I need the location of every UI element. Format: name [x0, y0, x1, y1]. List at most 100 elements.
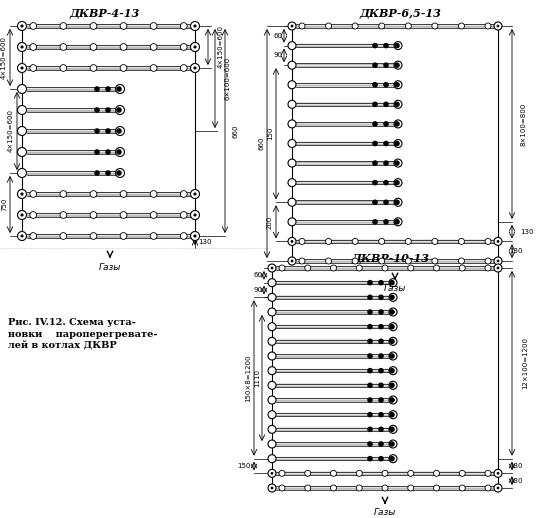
FancyBboxPatch shape — [27, 45, 190, 49]
Circle shape — [180, 233, 187, 239]
Circle shape — [288, 100, 296, 108]
Circle shape — [389, 280, 395, 285]
Circle shape — [290, 24, 294, 27]
Circle shape — [378, 339, 384, 344]
Circle shape — [434, 485, 440, 491]
Circle shape — [326, 238, 332, 244]
Circle shape — [331, 485, 336, 491]
Circle shape — [268, 425, 276, 434]
Circle shape — [288, 237, 296, 246]
FancyBboxPatch shape — [27, 129, 116, 133]
Circle shape — [105, 149, 111, 155]
Circle shape — [383, 219, 389, 225]
FancyBboxPatch shape — [27, 171, 116, 175]
Circle shape — [18, 148, 27, 156]
Circle shape — [394, 159, 402, 167]
Circle shape — [288, 81, 296, 89]
Circle shape — [372, 141, 378, 146]
Circle shape — [190, 42, 200, 51]
Circle shape — [383, 121, 389, 127]
Circle shape — [90, 44, 97, 50]
FancyBboxPatch shape — [276, 398, 389, 402]
Circle shape — [389, 324, 395, 329]
Circle shape — [378, 295, 384, 300]
Circle shape — [90, 233, 97, 239]
Circle shape — [367, 426, 373, 432]
Circle shape — [288, 22, 296, 30]
Circle shape — [494, 469, 502, 477]
FancyBboxPatch shape — [296, 220, 394, 224]
Circle shape — [90, 65, 97, 71]
Circle shape — [105, 170, 111, 176]
Circle shape — [389, 396, 397, 404]
Circle shape — [389, 440, 397, 448]
Circle shape — [18, 106, 27, 114]
Circle shape — [20, 235, 24, 238]
Circle shape — [326, 23, 332, 29]
Circle shape — [367, 412, 373, 418]
Circle shape — [367, 295, 373, 300]
Circle shape — [150, 212, 157, 219]
Text: 130: 130 — [509, 478, 523, 484]
Circle shape — [378, 353, 384, 359]
Circle shape — [105, 107, 111, 113]
Circle shape — [497, 267, 499, 269]
Text: 200: 200 — [267, 215, 273, 228]
Circle shape — [180, 44, 187, 50]
Circle shape — [389, 352, 397, 360]
Circle shape — [60, 23, 67, 30]
Circle shape — [389, 382, 395, 388]
Circle shape — [434, 470, 440, 477]
Circle shape — [116, 106, 124, 114]
FancyBboxPatch shape — [276, 471, 494, 475]
Text: 6×100=600: 6×100=600 — [225, 57, 231, 100]
Circle shape — [116, 148, 124, 156]
Circle shape — [494, 22, 502, 30]
Circle shape — [382, 470, 388, 477]
Circle shape — [494, 257, 502, 265]
Circle shape — [190, 232, 200, 240]
Circle shape — [394, 81, 402, 89]
FancyBboxPatch shape — [27, 234, 190, 238]
Circle shape — [30, 23, 36, 30]
Circle shape — [367, 339, 373, 344]
FancyBboxPatch shape — [276, 266, 494, 270]
Circle shape — [389, 425, 397, 434]
Circle shape — [494, 484, 502, 492]
Circle shape — [494, 264, 502, 272]
Circle shape — [367, 456, 373, 462]
Circle shape — [408, 265, 414, 271]
Circle shape — [389, 337, 397, 346]
Circle shape — [180, 212, 187, 219]
Circle shape — [458, 258, 465, 264]
Circle shape — [372, 121, 378, 127]
Circle shape — [268, 323, 276, 330]
Circle shape — [485, 470, 491, 477]
Circle shape — [389, 295, 395, 300]
Circle shape — [288, 120, 296, 128]
Text: 90: 90 — [273, 52, 282, 59]
Text: 150: 150 — [267, 127, 273, 140]
Circle shape — [194, 46, 196, 49]
Circle shape — [331, 265, 336, 271]
Circle shape — [268, 440, 276, 448]
Circle shape — [389, 455, 397, 463]
Circle shape — [389, 368, 395, 373]
Circle shape — [18, 64, 27, 73]
Text: Газы: Газы — [384, 284, 406, 293]
FancyBboxPatch shape — [276, 383, 389, 387]
Circle shape — [497, 486, 499, 490]
Circle shape — [485, 485, 491, 491]
Circle shape — [150, 191, 157, 197]
Circle shape — [20, 192, 24, 196]
Circle shape — [94, 128, 100, 134]
Circle shape — [18, 190, 27, 198]
Circle shape — [60, 65, 67, 71]
Circle shape — [372, 82, 378, 88]
Circle shape — [394, 62, 400, 68]
Circle shape — [288, 41, 296, 50]
Circle shape — [356, 265, 362, 271]
Circle shape — [408, 485, 414, 491]
Text: 60: 60 — [273, 33, 282, 39]
Circle shape — [279, 485, 285, 491]
